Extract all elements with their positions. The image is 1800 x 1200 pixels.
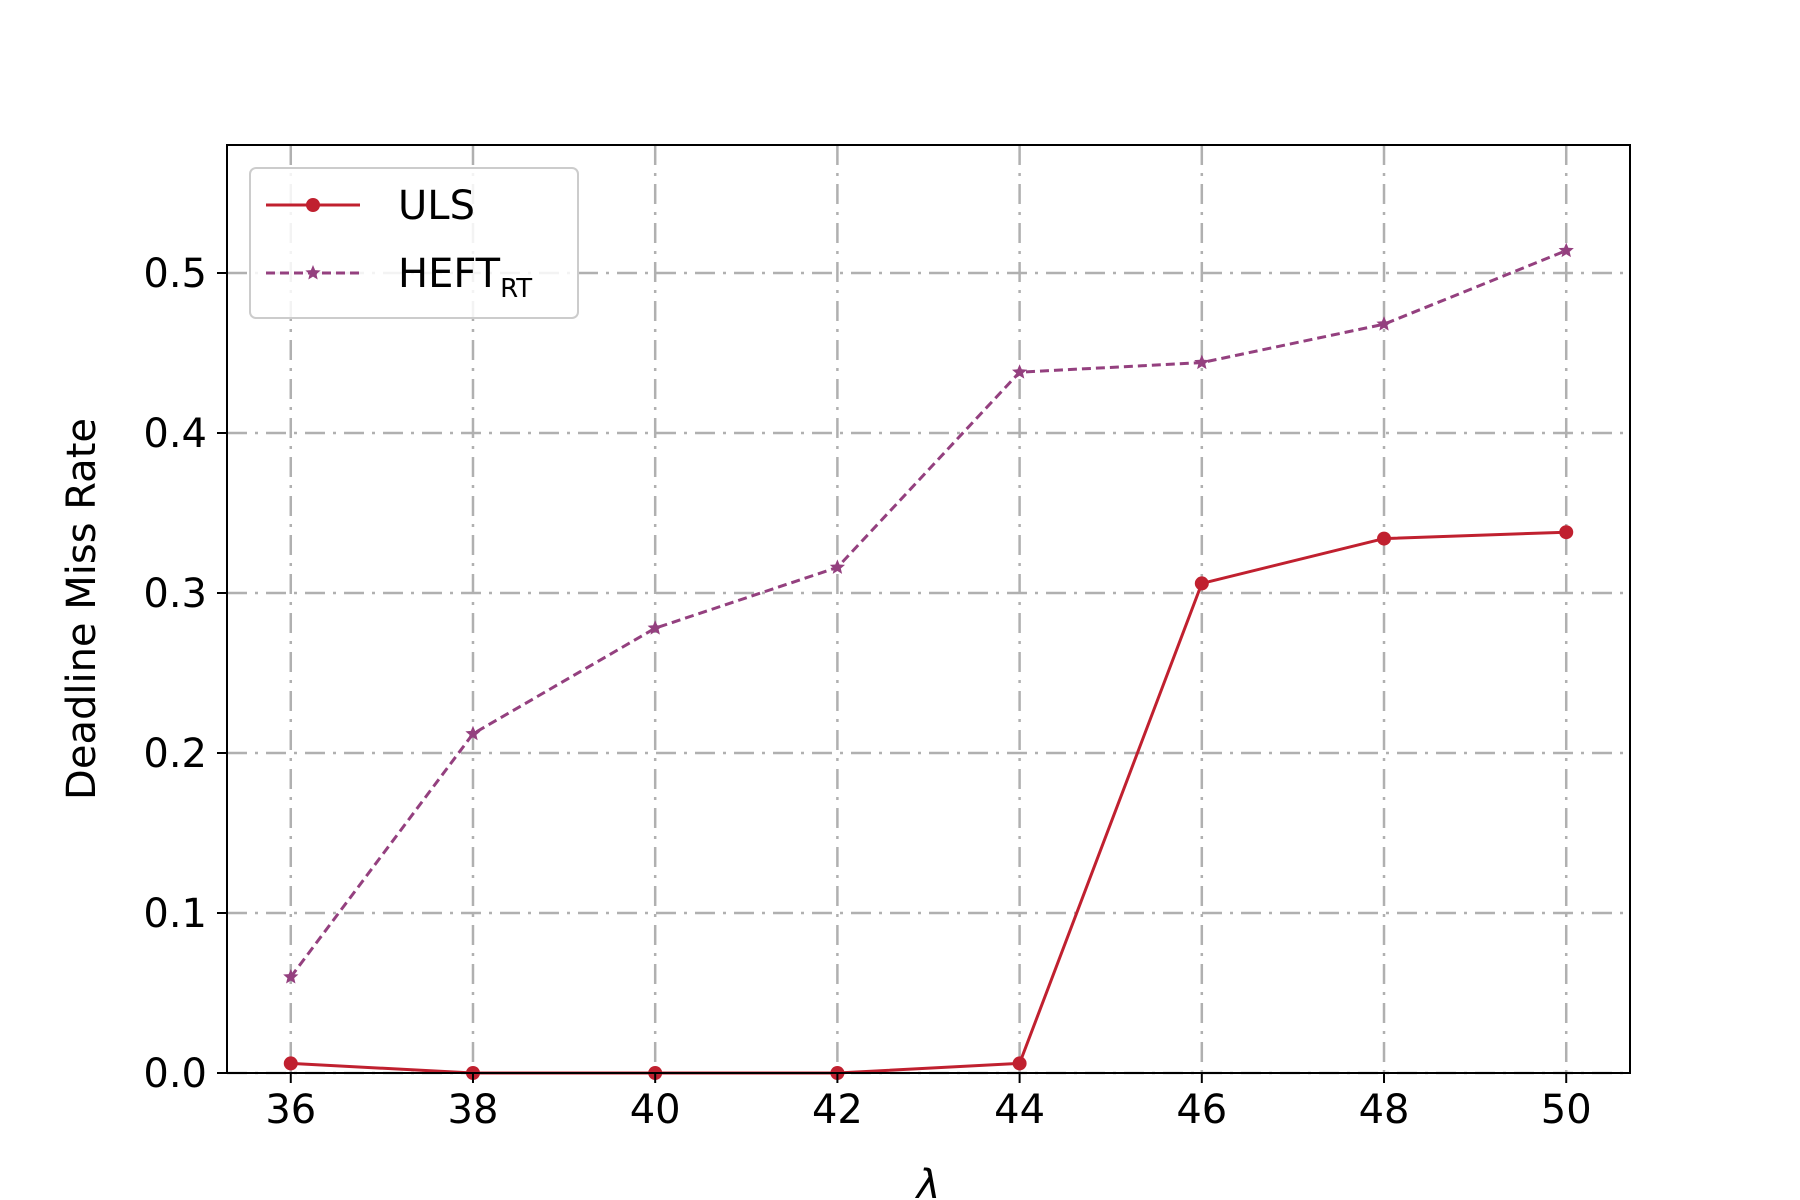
data-point [283,969,299,984]
series-line [289,249,1567,978]
legend-marker [306,198,320,212]
data-point [1194,576,1209,591]
legend: ULS HEFTRT [249,167,579,319]
y-tick-label: 0.1 [143,891,207,937]
data-point [647,620,663,635]
legend-label-text: HEFT [398,251,501,297]
series-0 [283,525,1574,1080]
x-tick-label: 48 [1359,1087,1410,1133]
plot-frame [226,144,1631,1074]
legend-label-subscript: RT [500,274,532,304]
x-tick-label: 44 [994,1087,1045,1133]
legend-label: HEFTRT [398,251,532,304]
x-axis-label: λ [915,1162,941,1200]
x-tick-label: 38 [448,1087,499,1133]
y-tick-label: 0.4 [143,411,207,457]
y-tick-label: 0.2 [143,731,207,777]
data-point [1012,364,1028,379]
x-tick-label: 36 [265,1087,316,1133]
y-tick-label: 0.5 [143,251,207,297]
data-point [1559,525,1574,540]
x-tick-label: 40 [630,1087,681,1133]
data-point [283,1056,298,1071]
series-layer [283,242,1574,1080]
x-tick-label: 42 [812,1087,863,1133]
data-point [1194,354,1210,370]
x-tick-label: 46 [1176,1087,1227,1133]
data-point [1558,242,1574,258]
ticks: 36 38 40 42 44 46 48 50 0.0 0.1 0.2 0.3 0.4 0.5 [143,251,1591,1133]
series-line [290,530,1567,1075]
data-point [829,559,845,574]
data-point [1376,316,1392,331]
y-axis-label: Deadline Miss Rate [59,418,105,800]
data-point [1377,531,1392,546]
series-1 [283,242,1574,984]
y-tick-label: 0.0 [143,1051,207,1097]
y-tick-label: 0.3 [143,571,207,617]
legend-marker [305,265,321,280]
legend-label: ULS [398,183,475,229]
legend-label-text: ULS [398,183,475,229]
data-point [1012,1056,1027,1071]
data-point [465,725,481,741]
x-tick-label: 50 [1541,1087,1592,1133]
